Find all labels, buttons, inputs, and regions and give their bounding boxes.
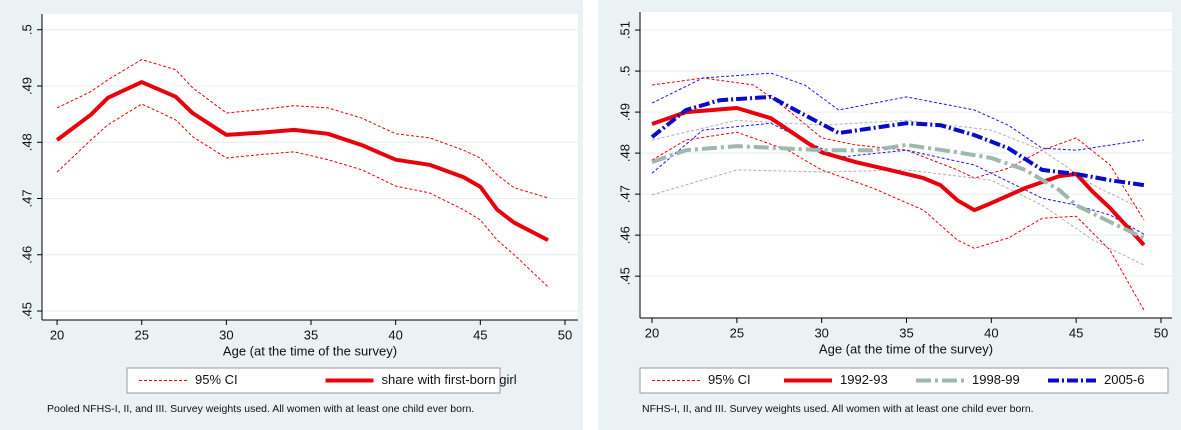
legend-label: 95% CI — [195, 372, 238, 387]
ci-line — [651, 122, 1145, 235]
y-tick-label: .5 — [19, 24, 34, 35]
x-tick-label: 40 — [388, 327, 402, 342]
series-line — [651, 106, 1146, 247]
y-tick-label: .51 — [617, 21, 632, 39]
x-axis-label: Age (at the time of the survey) — [819, 341, 993, 356]
legend-label: 95% CI — [708, 372, 751, 387]
legend-label: 2005-6 — [1104, 372, 1144, 387]
x-tick-label: 45 — [473, 327, 487, 342]
y-tick-label: .45 — [617, 267, 632, 285]
ci-line — [651, 169, 1145, 266]
y-tick-label: .47 — [19, 189, 34, 207]
y-tick-label: .5 — [617, 66, 632, 77]
ci-line — [651, 72, 1145, 151]
x-tick-label: 35 — [899, 325, 913, 340]
y-tick-label: .45 — [19, 302, 34, 320]
x-tick-label: 25 — [730, 325, 744, 340]
legend-label: 1998-99 — [972, 372, 1020, 387]
note: NFHS-I, II, and III. Survey weights used… — [642, 403, 1034, 415]
plot-area — [640, 12, 1172, 318]
y-tick-label: .49 — [19, 77, 34, 95]
y-tick-label: .47 — [617, 185, 632, 203]
legend-label: 1992-93 — [840, 372, 888, 387]
legend-box — [639, 367, 1169, 394]
ci-line — [56, 59, 549, 199]
y-tick-label: .46 — [19, 246, 34, 264]
ci-line — [651, 131, 1145, 311]
series-line — [651, 142, 1145, 240]
x-tick-label: 50 — [1154, 325, 1168, 340]
legend: 95% CI share with first-born girl — [126, 367, 517, 394]
panel: .45 .46 .47 .48 .49 .5 20 25 30 35 40 45 50 Age (at t… — [0, 0, 583, 430]
x-tick-label: 40 — [984, 325, 998, 340]
note: Pooled NFHS-I, II, and III. Survey weigh… — [47, 403, 474, 415]
panel: .45 .46 .47 .48 .49 .5 .51 20 25 30 35 40 45 50 Age (a… — [598, 0, 1181, 430]
x-tick-label: 50 — [558, 327, 572, 342]
x-tick-label: 30 — [814, 325, 828, 340]
x-tick-label: 20 — [50, 327, 64, 342]
legend-box — [126, 367, 501, 394]
legend-label: share with first-born girl — [382, 372, 517, 387]
x-axis-label: Age (at the time of the survey) — [223, 343, 397, 358]
x-tick-label: 25 — [134, 327, 148, 342]
y-tick-label: .48 — [19, 133, 34, 151]
y-tick-label: .49 — [617, 103, 632, 121]
ci-line — [651, 77, 1145, 221]
x-tick-label: 30 — [219, 327, 233, 342]
ci-line — [651, 119, 1145, 211]
series-line — [650, 94, 1145, 188]
plot-area — [42, 14, 578, 320]
x-tick-label: 20 — [645, 325, 659, 340]
series-line — [55, 80, 549, 242]
x-tick-label: 45 — [1069, 325, 1083, 340]
y-tick-label: .46 — [617, 226, 632, 244]
x-tick-label: 35 — [304, 327, 318, 342]
ci-line — [56, 103, 549, 288]
legend: 95% CI 1992-93 1998-99 2005-6 — [639, 367, 1169, 394]
y-tick-label: .48 — [617, 144, 632, 162]
